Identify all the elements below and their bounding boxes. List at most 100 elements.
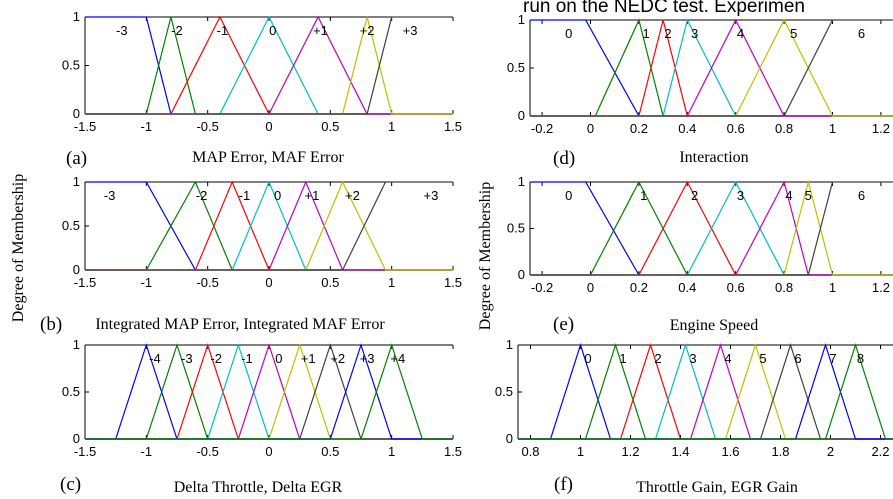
x-tick-label: 1.2 [621, 444, 639, 459]
mf-label-a-3: 0 [269, 23, 276, 38]
mf-line-e-6 [530, 181, 893, 276]
mf-label-c-3: -1 [241, 351, 253, 366]
y-tick-label: 0.5 [62, 384, 80, 399]
x-tick-label: 1.5 [444, 275, 462, 290]
mf-label-c-5: +1 [301, 351, 316, 366]
x-tick-label: 0.8 [775, 121, 793, 136]
panel-label-c: (c) [60, 474, 81, 495]
x-label-b: Integrated MAP Error, Integrated MAF Err… [95, 316, 385, 333]
mf-line-b-1 [85, 180, 453, 271]
y-tick-label: 1 [73, 337, 80, 352]
x-tick-label: 0.4 [678, 280, 696, 295]
panel-c: -1.5 -1 -0.5 0 0.5 1 1.5 0 0.5 1 -4 -3 -2 -1 0 +1 +2 +3 +4… [60, 337, 462, 496]
mf-label-a-0: -3 [116, 23, 128, 38]
y-tick-label: 0.5 [495, 384, 513, 399]
x-tick-label: 0.2 [630, 121, 648, 136]
y-tick-label: 0 [73, 262, 80, 277]
y-tick-label: 0.5 [507, 221, 525, 236]
x-tick-label: 2.2 [871, 444, 889, 459]
mf-line-b-3 [85, 180, 453, 271]
x-label-c: Delta Throttle, Delta EGR [174, 479, 343, 496]
mf-label-f-6: 6 [794, 351, 801, 366]
x-tick-label: -0.5 [196, 444, 218, 459]
x-tick-label: 0.6 [727, 280, 745, 295]
mf-label-f-1: 1 [619, 351, 626, 366]
x-tick-label: 1 [388, 444, 395, 459]
mf-line-f-4 [518, 343, 893, 440]
panel-label-f: (f) [554, 474, 573, 495]
x-tick-label: 1.8 [771, 444, 789, 459]
mf-label-b-4: +1 [305, 188, 320, 203]
mf-label-d-6: 6 [858, 26, 865, 41]
x-tick-label: 0.4 [678, 121, 696, 136]
panel-e: -0.2 0 0.2 0.4 0.6 0.8 1 1.2 0 0.5 1 0 1 2 3 4 5 6 Engine … [507, 174, 893, 335]
mf-label-d-5: 5 [790, 26, 797, 41]
ylabel-right: Degree of Membership [477, 182, 494, 330]
x-tick-label: 1.5 [444, 444, 462, 459]
mf-label-e-4: 4 [785, 188, 792, 203]
mf-label-f-5: 5 [759, 351, 766, 366]
mf-label-e-6: 6 [858, 188, 865, 203]
x-tick-label: 1.4 [671, 444, 689, 459]
x-tick-label: 1 [388, 119, 395, 134]
x-tick-label: 0.8 [775, 280, 793, 295]
panel-label-d: (d) [553, 148, 575, 169]
x-tick-label: -1.5 [74, 444, 96, 459]
mf-line-c-8 [85, 343, 453, 440]
mf-label-c-8: +4 [390, 351, 405, 366]
x-tick-label: -1 [141, 444, 153, 459]
mf-label-d-4: 4 [737, 26, 744, 41]
panel-a: -1.5 -1 -0.5 0 0.5 1 1.5 0 0.5 1 -3 -2 -1 0 +1 +2 +3 MAP … [62, 9, 462, 169]
ylabel-left: Degree of Membership [10, 174, 27, 322]
x-tick-label: 1.2 [872, 121, 890, 136]
y-tick-label: 1 [518, 12, 525, 27]
y-tick-label: 0.5 [62, 58, 80, 73]
panel-label-a: (a) [66, 148, 87, 169]
x-label-e: Engine Speed [670, 317, 758, 334]
x-tick-label: 0.6 [727, 121, 745, 136]
mf-label-f-2: 2 [654, 351, 661, 366]
x-tick-label: 0.5 [321, 119, 339, 134]
y-tick-label: 0 [73, 431, 80, 446]
mf-label-d-0: 0 [565, 26, 572, 41]
x-tick-label: 1 [577, 444, 584, 459]
x-label-f: Throttle Gain, EGR Gain [636, 479, 798, 496]
mf-line-e-3 [530, 180, 893, 276]
mf-label-d-2: 2 [664, 26, 671, 41]
y-tick-label: 1 [73, 9, 80, 24]
x-tick-label: 1.6 [721, 444, 739, 459]
panel-label-b: (b) [40, 314, 62, 335]
x-tick-label: 0.5 [321, 275, 339, 290]
y-tick-label: 0 [518, 108, 525, 123]
mf-label-e-3: 3 [737, 188, 744, 203]
mf-line-b-0 [85, 181, 453, 271]
x-tick-label: -1.5 [74, 119, 96, 134]
mf-line-a-6 [85, 16, 453, 115]
x-tick-label: 0 [587, 280, 594, 295]
panel-f: 0.8 1 1.2 1.4 1.6 1.8 2 2.2 0 0.5 1 0 1 2 3 4 5 6 7 8 Thrott… [495, 337, 893, 496]
mf-line-d-4 [530, 18, 893, 117]
y-tick-label: 0.5 [507, 60, 525, 75]
mf-label-b-2: -1 [239, 188, 251, 203]
x-tick-label: -0.2 [531, 280, 553, 295]
x-label-a: MAP Error, MAF Error [192, 149, 344, 166]
x-tick-label: 2 [827, 444, 834, 459]
mf-label-a-4: +1 [313, 23, 328, 38]
mf-label-a-6: +3 [403, 23, 418, 38]
mf-label-a-2: -1 [217, 23, 229, 38]
x-tick-label: 0 [587, 121, 594, 136]
x-tick-label: -1 [141, 275, 153, 290]
mf-label-f-4: 4 [724, 351, 731, 366]
panel-d: -0.2 0 0.2 0.4 0.6 0.8 1 1.200.510 1 2 3 4 5 6Interac… [507, 12, 893, 169]
mf-label-b-5: +2 [345, 188, 360, 203]
mf-label-a-1: -2 [171, 23, 183, 38]
top-text: run on the NEDC test. Experimen [523, 0, 805, 17]
y-tick-label: 0 [518, 267, 525, 282]
x-tick-label: -0.2 [531, 121, 553, 136]
y-tick-label: 1 [506, 337, 513, 352]
mf-label-c-1: -3 [181, 351, 193, 366]
mf-label-b-3: 0 [274, 188, 281, 203]
x-tick-label: 1 [829, 121, 836, 136]
mf-label-b-6: +3 [424, 188, 439, 203]
mf-label-f-0: 0 [584, 351, 591, 366]
